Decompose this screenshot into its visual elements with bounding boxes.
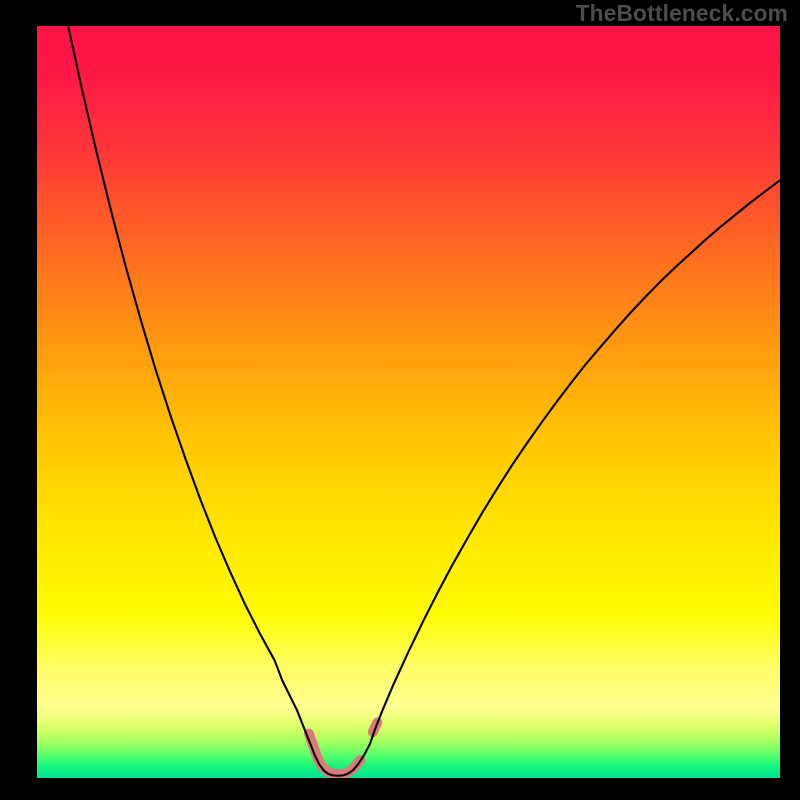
gradient-background [37, 26, 780, 778]
watermark-text: TheBottleneck.com [576, 0, 788, 27]
plot-svg [37, 26, 780, 778]
plot-frame [37, 26, 780, 778]
chart-stage: TheBottleneck.com [0, 0, 800, 800]
